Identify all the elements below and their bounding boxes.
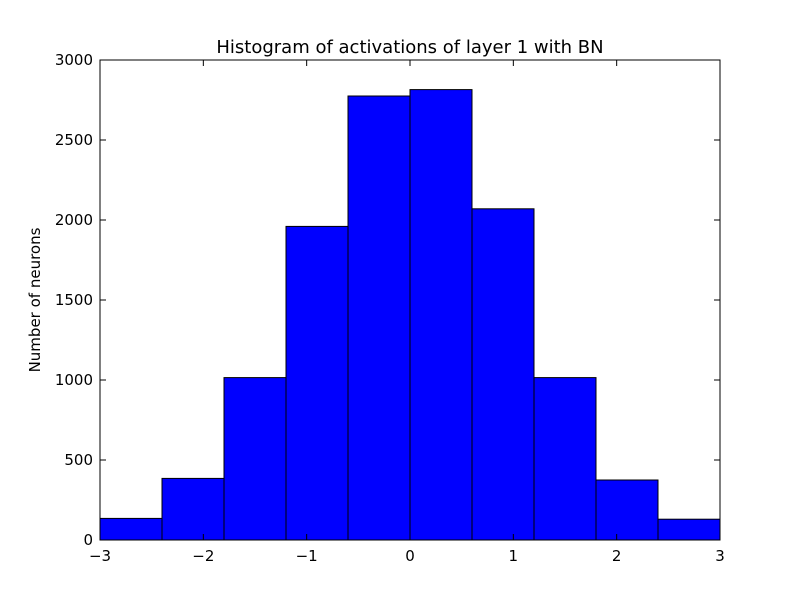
y-tick-label: 1000	[55, 371, 93, 389]
histogram-bar-2	[223, 377, 287, 541]
y-tick-label: 500	[64, 451, 93, 469]
histogram-bar-3	[285, 225, 349, 541]
x-tick-label: 2	[612, 547, 622, 565]
histogram-bar-1	[161, 477, 225, 541]
y-tick-label: 2000	[55, 211, 93, 229]
histogram-bar-6	[471, 208, 535, 541]
y-axis-label: Number of neurons	[26, 227, 44, 372]
histogram-bar-4	[347, 95, 411, 541]
histogram-bar-0	[99, 517, 163, 541]
chart-title: Histogram of activations of layer 1 with…	[216, 37, 603, 58]
x-tick-label: 3	[715, 547, 725, 565]
plot-frame	[99, 59, 721, 541]
histogram-bar-9	[657, 518, 721, 541]
x-tick-label: −1	[296, 547, 318, 565]
x-tick-label: 0	[405, 547, 415, 565]
tick-labels-group: −3 −2 −1 0 1 2 3 0 500 1000 1500 2000 2500 3000	[55, 51, 725, 565]
y-tick-label: 0	[83, 531, 93, 549]
histogram-bar-7	[533, 377, 597, 541]
histogram-bar-5	[409, 89, 473, 541]
x-tick-label: −2	[192, 547, 214, 565]
x-tick-label: −3	[89, 547, 111, 565]
histogram-bar-8	[595, 479, 659, 541]
y-tick-label: 3000	[55, 51, 93, 69]
y-tick-label: 2500	[55, 131, 93, 149]
bars-group	[99, 89, 721, 541]
y-tick-label: 1500	[55, 291, 93, 309]
x-tick-label: 1	[509, 547, 519, 565]
